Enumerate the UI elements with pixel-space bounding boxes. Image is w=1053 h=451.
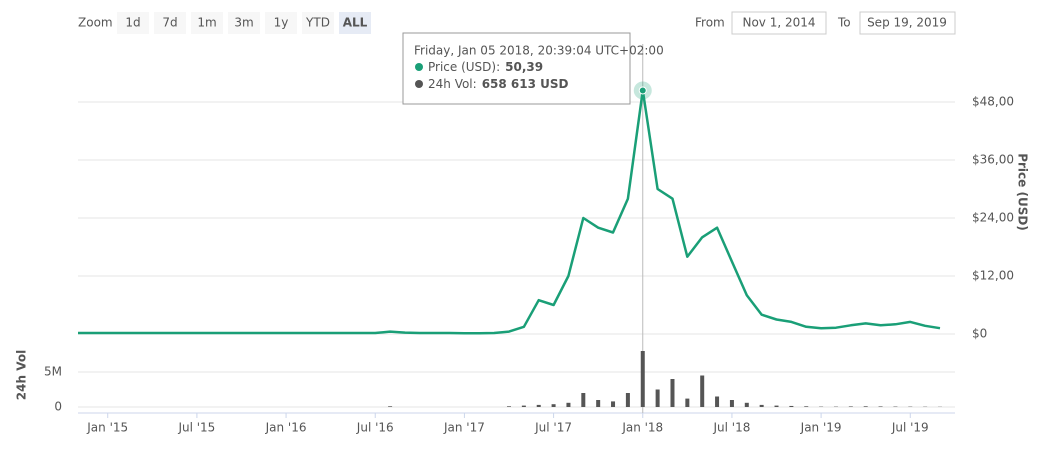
volume-bar xyxy=(759,404,764,407)
tooltip-name: 24h Vol: xyxy=(428,77,477,91)
from-label: From xyxy=(695,16,725,30)
zoom-button[interactable] xyxy=(191,12,223,34)
y2-axis-title: 24h Vol xyxy=(15,350,29,400)
volume-bar xyxy=(625,393,630,407)
x-tick-label: Jul '18 xyxy=(712,421,750,435)
volume-bar xyxy=(715,396,720,407)
volume-bar xyxy=(685,398,690,407)
x-tick-label: Jul '16 xyxy=(356,421,394,435)
volume-bar xyxy=(640,351,645,407)
tooltip-box xyxy=(402,32,631,105)
x-tick-label: Jul '17 xyxy=(534,421,572,435)
volume-bar xyxy=(774,405,779,407)
volume-bar xyxy=(551,404,556,407)
zoom-button[interactable] xyxy=(117,12,149,34)
y2-tick-label: 5M xyxy=(44,365,62,379)
zoom-label: Zoom xyxy=(78,16,113,30)
volume-bar xyxy=(848,406,853,407)
volume-bar xyxy=(863,406,868,407)
zoom-button-label[interactable]: YTD xyxy=(305,16,330,30)
zoom-button[interactable] xyxy=(228,12,260,34)
zoom-button-label[interactable]: 3m xyxy=(234,16,253,30)
x-tick-label: Jan '15 xyxy=(86,421,128,435)
zoom-button[interactable] xyxy=(339,12,371,34)
y-tick-label: $12,00 xyxy=(972,269,1014,283)
volume-bar xyxy=(700,375,705,407)
zoom-button-label[interactable]: 7d xyxy=(162,16,177,30)
volume-bar xyxy=(878,406,883,407)
y-tick-label: $24,00 xyxy=(972,211,1014,225)
volume-bar xyxy=(729,400,734,407)
zoom-button[interactable] xyxy=(265,12,297,34)
tooltip-bullet xyxy=(415,80,423,88)
from-input[interactable] xyxy=(731,11,827,35)
x-tick-label: Jul '19 xyxy=(891,421,929,435)
volume-bar xyxy=(566,402,571,407)
volume-bar xyxy=(596,400,601,407)
y-tick-label: $36,00 xyxy=(972,153,1014,167)
price-line xyxy=(78,89,941,335)
to-label: To xyxy=(837,16,851,30)
y-tick-label: $0 xyxy=(972,327,987,341)
zoom-button-label[interactable]: 1d xyxy=(125,16,140,30)
x-tick-label: Jan '16 xyxy=(265,421,307,435)
volume-bar xyxy=(655,389,660,407)
to-value[interactable]: Sep 19, 2019 xyxy=(867,16,947,30)
tooltip-item: Price (USD): 50,39 xyxy=(428,60,543,74)
volume-bar xyxy=(670,379,675,407)
tooltip-value: 658 613 USD xyxy=(482,77,569,91)
zoom-button-label[interactable]: ALL xyxy=(343,16,368,30)
zoom-button[interactable] xyxy=(154,12,186,34)
hover-point xyxy=(638,86,647,95)
volume-bar xyxy=(804,406,809,407)
to-input[interactable] xyxy=(859,11,956,35)
volume-bar xyxy=(611,401,616,407)
volume-bar xyxy=(744,402,749,407)
volume-bar xyxy=(536,404,541,407)
zoom-button[interactable] xyxy=(302,12,334,34)
volume-bar xyxy=(581,393,586,407)
from-value[interactable]: Nov 1, 2014 xyxy=(742,16,815,30)
tooltip-name: Price (USD): xyxy=(428,60,500,74)
y2-tick-label: 0 xyxy=(54,400,62,414)
tooltip-item: 24h Vol: 658 613 USD xyxy=(428,77,569,91)
tooltip-value: 50,39 xyxy=(505,60,543,74)
volume-bar xyxy=(521,405,526,407)
x-tick-label: Jan '18 xyxy=(621,421,663,435)
tooltip-bullet xyxy=(415,63,423,71)
volume-bar xyxy=(789,405,794,407)
x-tick-label: Jul '15 xyxy=(177,421,215,435)
y-tick-label: $48,00 xyxy=(972,95,1014,109)
volume-bar xyxy=(507,406,511,407)
x-tick-label: Jan '17 xyxy=(443,421,485,435)
zoom-button-label[interactable]: 1m xyxy=(197,16,216,30)
zoom-button-label[interactable]: 1y xyxy=(274,16,289,30)
y-axis-title: Price (USD) xyxy=(1016,153,1030,231)
tooltip: Friday, Jan 05 2018, 20:39:04 UTC+02:00 P… xyxy=(402,32,664,105)
volume-bar xyxy=(388,406,393,407)
tooltip-date: Friday, Jan 05 2018, 20:39:04 UTC+02:00 xyxy=(414,44,664,58)
x-tick-label: Jan '19 xyxy=(800,421,842,435)
